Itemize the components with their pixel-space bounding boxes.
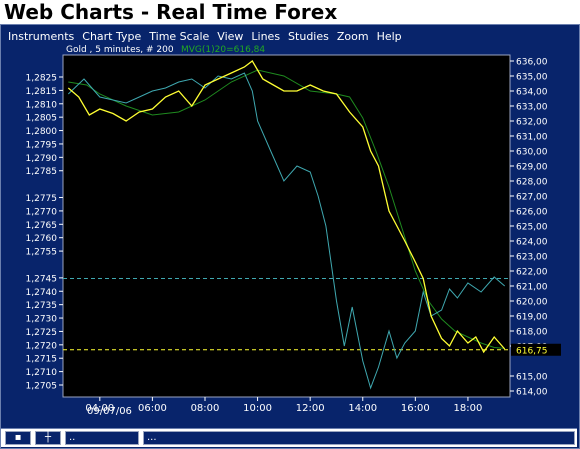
left-tick-label: 1,2725 <box>26 328 58 338</box>
app-title: Web Charts - Real Time Forex <box>4 0 338 24</box>
right-tick-label: 636,00 <box>516 58 548 68</box>
tool-button-2[interactable]: ┼ <box>35 431 61 445</box>
status-bar: ▪ ┼ .. ... <box>1 428 577 447</box>
right-tick-label: 622,00 <box>516 268 548 278</box>
right-tick-label: 618,00 <box>516 328 548 338</box>
left-tick-label: 1,2805 <box>26 114 58 124</box>
left-tick-label: 1,2720 <box>26 341 58 351</box>
left-tick-label: 1,2730 <box>26 315 58 325</box>
right-tick-label: 621,00 <box>516 283 548 293</box>
left-tick-label: 1,2715 <box>26 355 58 365</box>
x-tick-label: 18:00 <box>454 403 483 414</box>
status-field-1: .. <box>65 431 139 445</box>
right-tick-label: 631,00 <box>516 133 548 143</box>
left-tick-label: 1,2810 <box>26 100 58 110</box>
x-tick-label: 04:00 <box>85 403 114 414</box>
right-tick-label: 626,00 <box>516 208 548 218</box>
menu-help[interactable]: Help <box>376 29 402 43</box>
x-tick-label: 12:00 <box>296 403 325 414</box>
menu-instruments[interactable]: Instruments <box>8 29 75 43</box>
left-tick-label: 1,2755 <box>26 248 58 258</box>
series-line-mvg <box>68 69 505 349</box>
legend-mvg: MVG(1)20=616,84 <box>181 45 265 55</box>
current-price-tag <box>511 343 561 356</box>
right-tick-label: 628,00 <box>516 178 548 188</box>
left-tick-label: 1,2710 <box>26 368 58 378</box>
legend-instrument: Gold , 5 minutes, # 200 <box>66 45 174 55</box>
right-tick-label: 624,00 <box>516 238 548 248</box>
tool-button-1[interactable]: ▪ <box>5 431 31 445</box>
plot-area[interactable] <box>62 54 511 398</box>
right-tick-label: 615,00 <box>516 373 548 383</box>
left-tick-label: 1,2785 <box>26 167 58 177</box>
right-tick-label: 634,00 <box>516 88 548 98</box>
right-tick-label: 632,00 <box>516 118 548 128</box>
right-tick-label: 623,00 <box>516 253 548 263</box>
left-tick-label: 1,2745 <box>26 274 58 284</box>
menu-view[interactable]: View <box>217 29 244 43</box>
right-tick-label: 625,00 <box>516 223 548 233</box>
left-tick-label: 1,2760 <box>26 234 58 244</box>
right-tick-label: 629,00 <box>516 163 548 173</box>
right-tick-label: 633,00 <box>516 103 548 113</box>
x-tick-label: 06:00 <box>138 403 167 414</box>
right-tick-label: 620,00 <box>516 298 548 308</box>
x-tick-label: 10:00 <box>243 403 272 414</box>
menu-chart-type[interactable]: Chart Type <box>82 29 142 43</box>
right-tick-label: 619,00 <box>516 313 548 323</box>
right-tick-label: 614,00 <box>516 388 548 398</box>
status-field-2: ... <box>143 431 575 445</box>
right-tick-label: 630,00 <box>516 148 548 158</box>
crosshair-icon: ┼ <box>44 432 52 443</box>
menu-studies[interactable]: Studies <box>288 29 329 43</box>
right-tick-label: 635,00 <box>516 73 548 83</box>
series-line-gold <box>67 60 506 354</box>
left-tick-label: 1,2770 <box>26 207 58 217</box>
series-line-secondary <box>67 72 506 390</box>
left-tick-label: 1,2800 <box>26 127 58 137</box>
menu-bar: Instruments Chart Type Time Scale View L… <box>2 26 578 46</box>
menu-zoom[interactable]: Zoom <box>336 29 369 43</box>
left-tick-label: 1,2740 <box>26 288 58 298</box>
left-tick-label: 1,2735 <box>26 301 58 311</box>
series-layer: 616,75 <box>63 60 561 390</box>
x-tick-label: 08:00 <box>191 403 220 414</box>
x-tick-label: 14:00 <box>348 403 377 414</box>
left-tick-label: 1,2705 <box>26 382 58 392</box>
current-price-label: 616,75 <box>516 346 548 356</box>
menu-lines[interactable]: Lines <box>251 29 281 43</box>
right-tick-label: 627,00 <box>516 193 548 203</box>
menu-time-scale[interactable]: Time Scale <box>149 29 210 43</box>
left-tick-label: 1,2775 <box>26 194 58 204</box>
camera-icon: ▪ <box>14 432 22 443</box>
left-axis: 1,2825 1,2815 1,2810 1,2805 1,2800 1,2795 1,27… <box>26 74 63 392</box>
left-tick-label: 1,2825 <box>26 74 58 84</box>
x-date-label: 09/07/06 <box>87 406 132 417</box>
left-tick-label: 1,2790 <box>26 154 58 164</box>
left-tick-label: 1,2795 <box>26 140 58 150</box>
x-tick-label: 16:00 <box>401 403 430 414</box>
x-axis: 04:00 06:00 08:00 10:00 12:00 14:00 16:00 18:00 <box>85 397 482 414</box>
left-tick-label: 1,2815 <box>26 87 58 97</box>
left-tick-label: 1,2765 <box>26 221 58 231</box>
